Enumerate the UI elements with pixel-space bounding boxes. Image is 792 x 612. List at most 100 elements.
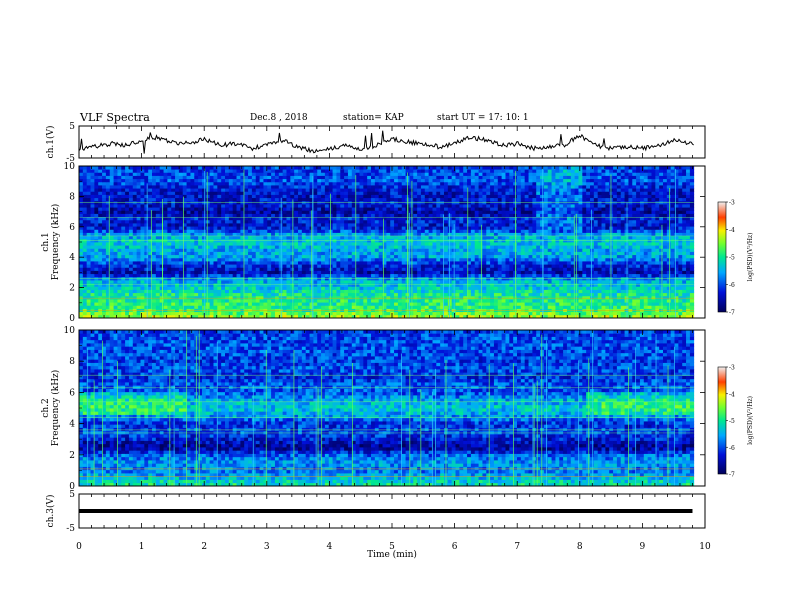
s1-cell xyxy=(643,251,649,256)
s1-cell xyxy=(478,283,483,287)
s1-cell xyxy=(467,286,472,290)
s1-cell xyxy=(79,283,84,287)
s1-cell xyxy=(674,270,679,275)
s1-cell xyxy=(374,267,380,271)
s1-cell xyxy=(536,283,541,287)
s1-cell xyxy=(628,305,633,309)
s1-cell xyxy=(132,273,138,278)
s1-cell xyxy=(566,232,572,237)
s1-cell xyxy=(374,235,380,240)
s1-cell xyxy=(432,295,437,300)
s1-cell xyxy=(582,286,587,290)
s1-cell xyxy=(493,257,499,262)
s1-cell xyxy=(436,245,441,249)
s1-cell xyxy=(255,261,260,265)
s1-cell xyxy=(344,254,349,259)
s1-cell xyxy=(240,302,245,306)
s1-cell xyxy=(244,251,249,256)
s1-cell xyxy=(428,229,433,233)
s1-cell xyxy=(178,254,184,259)
s1-cell xyxy=(317,286,322,290)
s1-cell xyxy=(136,232,141,237)
s1-cell xyxy=(674,235,679,240)
s1-cell xyxy=(682,289,687,294)
s1-cell xyxy=(517,254,522,259)
s1-cell xyxy=(616,273,622,278)
s1-cell xyxy=(397,248,403,252)
s1-cell xyxy=(175,235,180,240)
s1-cell xyxy=(501,289,506,294)
s1-cell xyxy=(478,289,483,294)
s1-cell xyxy=(232,270,237,275)
s1-cell xyxy=(563,226,568,230)
s1-cell xyxy=(313,248,318,252)
s1-cell xyxy=(121,264,126,268)
s1-cell xyxy=(232,295,237,300)
s1-cell xyxy=(82,270,88,275)
s1-cell xyxy=(263,270,268,275)
s1-cell xyxy=(628,292,633,297)
s1-cell xyxy=(578,264,583,268)
s1-cell xyxy=(371,226,376,230)
s1-cell xyxy=(228,248,234,252)
s1-cell xyxy=(628,242,633,246)
s1-cell xyxy=(205,295,211,300)
s1-cell xyxy=(628,229,633,233)
s1-cell xyxy=(570,267,576,271)
s1-cell xyxy=(570,283,576,287)
s1-cell xyxy=(528,248,533,252)
s1-cell xyxy=(639,257,645,262)
s1-cell xyxy=(344,257,349,262)
s1-cell xyxy=(651,314,656,319)
s1-cell xyxy=(547,286,552,290)
s1-cell xyxy=(178,235,184,240)
s1-cell xyxy=(505,292,510,297)
s1-cell xyxy=(497,226,503,230)
s1-cell xyxy=(417,264,422,268)
s1-cell xyxy=(490,295,495,300)
s1-cell xyxy=(128,232,134,237)
s1-cell xyxy=(505,283,510,287)
s1-cell xyxy=(102,242,107,246)
s1-cell xyxy=(686,286,691,290)
s1-cell xyxy=(590,295,595,300)
s1-cell xyxy=(359,283,364,287)
s1-cell xyxy=(205,226,211,230)
s1-cell xyxy=(121,302,126,306)
s1-cell xyxy=(178,299,184,303)
s1-cell xyxy=(424,289,430,294)
s1-cell xyxy=(444,283,449,287)
s1-cell xyxy=(336,314,341,319)
s1-cell xyxy=(90,264,95,268)
s1-cell xyxy=(163,295,168,300)
s1-cell xyxy=(86,226,91,230)
s1-cell xyxy=(225,254,230,259)
s1-cell xyxy=(505,264,510,268)
s1-cell xyxy=(178,261,184,265)
s1-cell xyxy=(144,216,149,221)
s1-cell xyxy=(79,273,84,278)
s1-cell xyxy=(190,219,195,224)
s1-cell xyxy=(628,248,633,252)
s1-cell xyxy=(175,229,180,233)
s1-cell xyxy=(655,314,660,319)
s1-cell xyxy=(271,264,276,268)
s1-cell xyxy=(582,254,587,259)
s1-cell xyxy=(198,311,203,316)
s1-cell xyxy=(474,223,479,227)
s1-cell xyxy=(221,280,226,284)
s1-cell xyxy=(436,283,441,287)
s1-cell xyxy=(213,292,218,297)
s1-cell xyxy=(301,219,307,224)
s1-cell xyxy=(444,273,449,278)
s1-cell xyxy=(305,264,310,268)
s1-cell xyxy=(286,226,291,230)
s1-cell xyxy=(490,302,495,306)
s1-cell xyxy=(682,280,687,284)
s1-cell xyxy=(616,289,622,294)
s1-cell xyxy=(670,235,675,240)
s1-cell xyxy=(190,257,195,262)
s1-cell xyxy=(259,305,264,309)
s1-cell xyxy=(390,248,395,252)
s1-cell xyxy=(125,267,130,271)
